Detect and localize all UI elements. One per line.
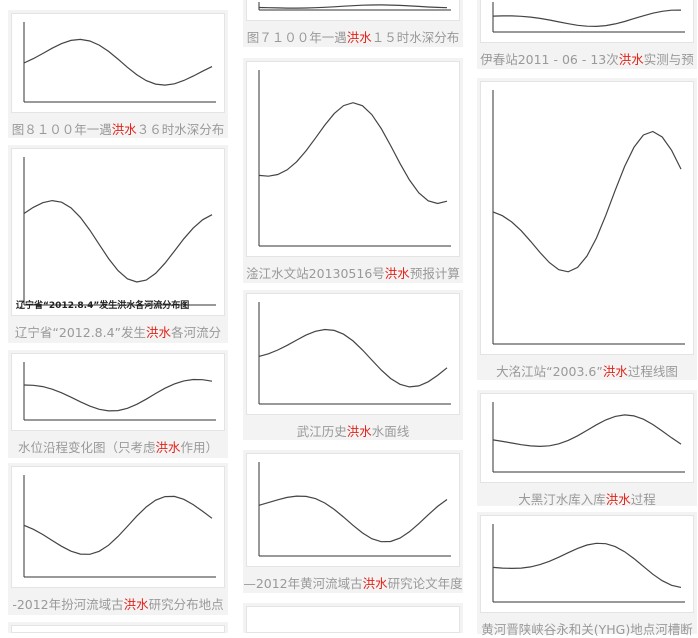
caption-highlight: 洪水 (605, 492, 631, 507)
result-card[interactable]: 图７１００年一遇洪水１５时水深分布 (243, 0, 463, 47)
thumbnail-sketch (23, 362, 216, 421)
caption-text: 大洺江站“2003.6” (496, 364, 603, 379)
result-card[interactable]: —2012年黄河流域古洪水研究论文年度 (243, 450, 463, 593)
thumbnail-sketch (23, 22, 216, 103)
thumbnail-sketch (492, 2, 685, 33)
caption-text: 实测与预 (643, 52, 694, 67)
caption-text: 过程 (630, 492, 656, 507)
caption-highlight: 洪水 (155, 440, 181, 455)
caption-highlight: 洪水 (384, 266, 410, 281)
thumbnail-sketch (492, 524, 685, 603)
caption-text: 大黑汀水库入库 (518, 492, 606, 507)
caption-highlight: 洪水 (123, 597, 149, 612)
caption-text: 水面线 (371, 424, 410, 439)
caption[interactable]: 图７１００年一遇洪水１５时水深分布 (243, 27, 463, 46)
caption-text: —2012年黄河流域古 (243, 576, 363, 591)
caption-text: ３６时水深分布 (136, 122, 225, 137)
thumbnail[interactable] (480, 393, 694, 483)
thumbnail-sketch (23, 475, 216, 578)
caption-text: 武江历史 (296, 424, 347, 439)
thumbnail-sketch (258, 70, 451, 247)
thumbnail-sketch (258, 2, 451, 11)
thumbnail[interactable] (246, 293, 460, 415)
caption[interactable]: 武江历史洪水水面线 (243, 421, 463, 440)
caption[interactable]: 大洺江站“2003.6”洪水过程线图 (477, 361, 697, 380)
thumbnail[interactable] (480, 81, 694, 355)
caption[interactable]: 黄河晋陕峡谷永和关(YHG)地点河槽断 (477, 619, 697, 638)
thumbnail[interactable] (11, 13, 225, 113)
result-card[interactable]: 淦江水文站20130516号洪水预报计算 (243, 58, 463, 283)
result-card[interactable]: 图８１００年一遇洪水３６时水深分布 (8, 10, 228, 138)
result-card[interactable]: 水位沿程变化图（只考虑洪水作用） (8, 350, 228, 458)
caption[interactable]: 伊春站2011 - 06 - 13次洪水实测与预 (477, 49, 697, 68)
caption-highlight: 洪水 (346, 30, 372, 45)
caption[interactable]: 辽宁省“2012.8.4”发生洪水各河流分 (8, 322, 228, 341)
thumbnail[interactable] (246, 453, 460, 567)
caption-text: 预报计算 (409, 266, 460, 281)
caption-highlight: 洪水 (618, 52, 644, 67)
caption[interactable]: 大黑汀水库入库洪水过程 (477, 489, 697, 508)
caption[interactable]: 水位沿程变化图（只考虑洪水作用） (8, 437, 228, 456)
caption[interactable]: —2012年黄河流域古洪水研究论文年度 (243, 573, 463, 592)
caption-text: １５时水深分布 (371, 30, 460, 45)
thumbnail-sketch (258, 302, 451, 405)
caption[interactable]: 淦江水文站20130516号洪水预报计算 (243, 263, 463, 282)
caption-highlight: 洪水 (111, 122, 137, 137)
result-card[interactable]: 大黑汀水库入库洪水过程 (477, 390, 697, 508)
caption-highlight: 洪水 (346, 424, 372, 439)
thumbnail[interactable] (246, 61, 460, 257)
caption-text: 研究论文年度 (387, 576, 463, 591)
caption[interactable]: 图８１００年一遇洪水３６时水深分布 (8, 119, 228, 138)
result-card[interactable]: -2012年扮河流域古洪水研究分布地点 (8, 463, 228, 615)
caption-text: 水位沿程变化图（只考虑 (17, 440, 156, 455)
caption-text: 作用） (180, 440, 219, 455)
caption-text: 辽宁省“2012.8.4”发生 (14, 325, 147, 340)
caption[interactable]: -2012年扮河流域古洪水研究分布地点 (8, 594, 228, 613)
caption-text: 过程线图 (627, 364, 678, 379)
thumbnail[interactable] (246, 606, 460, 633)
caption-text: 伊春站2011 - 06 - 13次 (480, 52, 619, 67)
result-card[interactable]: 辽宁省“2012.8.4”发生洪水各河流分布图辽宁省“2012.8.4”发生洪水… (8, 145, 228, 343)
image-title: 辽宁省“2012.8.4”发生洪水各河流分布图 (16, 301, 190, 311)
caption-text: 图８１００年一遇 (11, 122, 112, 137)
result-card[interactable]: 大洺江站“2003.6”洪水过程线图 (477, 78, 697, 380)
result-card[interactable]: 黄河晋陕峡谷永和关(YHG)地点河槽断 (477, 512, 697, 637)
caption-text: 黄河晋陕峡谷永和关(YHG)地点河槽断 (481, 622, 693, 637)
thumbnail[interactable] (11, 625, 225, 633)
result-card[interactable] (8, 622, 228, 633)
result-card[interactable]: 武江历史洪水水面线 (243, 290, 463, 440)
caption-highlight: 洪水 (362, 576, 388, 591)
thumbnail[interactable] (246, 0, 460, 21)
result-card[interactable]: 伊春站2011 - 06 - 13次洪水实测与预 (477, 0, 697, 69)
caption-highlight: 洪水 (146, 325, 172, 340)
thumbnail[interactable] (11, 466, 225, 588)
caption-highlight: 洪水 (602, 364, 628, 379)
thumbnail[interactable] (11, 353, 225, 431)
thumbnail[interactable]: 辽宁省“2012.8.4”发生洪水各河流分布图 (11, 148, 225, 316)
thumbnail[interactable] (480, 0, 694, 43)
caption-text: 淦江水文站20130516号 (246, 266, 385, 281)
caption-text: 各河流分 (171, 325, 222, 340)
thumbnail-sketch (492, 90, 685, 345)
thumbnail-sketch (258, 462, 451, 557)
thumbnail[interactable] (480, 515, 694, 613)
thumbnail-sketch (492, 402, 685, 473)
caption-text: 研究分布地点 (148, 597, 224, 612)
caption-text: -2012年扮河流域古 (12, 597, 124, 612)
result-card[interactable] (243, 603, 463, 633)
caption-text: 图７１００年一遇 (246, 30, 347, 45)
thumbnail-sketch (23, 157, 216, 306)
